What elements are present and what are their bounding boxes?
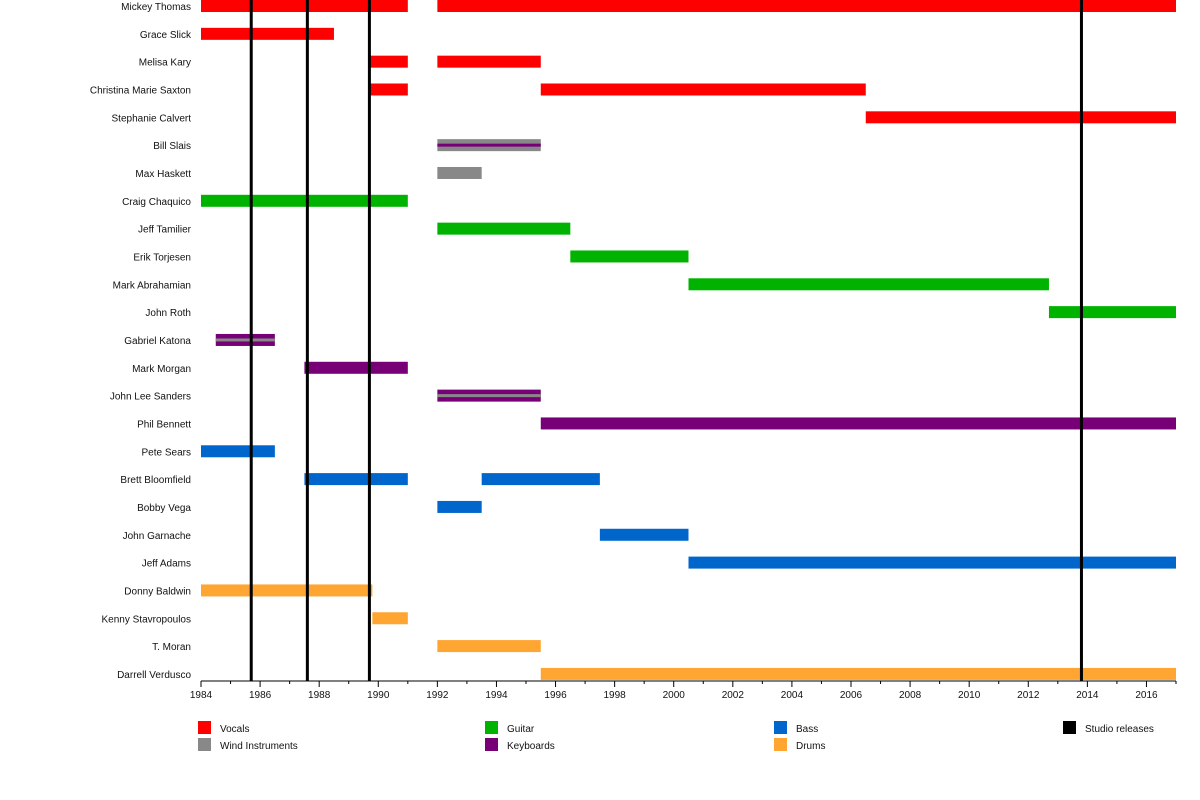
legend: Vocals Wind Instruments Guitar Keyboards Bas…	[198, 721, 1154, 752]
member-bar-keyboards	[304, 361, 408, 374]
member-bar-guitar	[688, 278, 1049, 291]
member-bar-stripe-keyboards	[437, 143, 541, 147]
legend-label-wind: Wind Instruments	[220, 741, 298, 752]
member-bar-bass	[437, 500, 482, 513]
legend-label-vocals: Vocals	[220, 724, 249, 735]
legend-swatch-drums	[774, 738, 787, 751]
member-label: Bobby Vega	[137, 503, 191, 514]
member-bar-drums	[540, 667, 1176, 680]
member-label: Brett Bloomfield	[120, 475, 191, 486]
legend-label-studio: Studio releases	[1085, 724, 1154, 735]
member-bar-bass	[688, 556, 1176, 569]
member-bar-bass	[201, 445, 275, 458]
member-label: Stephanie Calvert	[112, 113, 192, 124]
member-label: Erik Torjesen	[133, 252, 191, 263]
legend-label-keyboards: Keyboards	[507, 741, 555, 752]
x-tick-label: 1986	[249, 690, 272, 701]
legend-swatch-studio	[1063, 721, 1076, 734]
member-label: Mark Abrahamian	[113, 280, 191, 291]
member-bar-stripe-wind	[215, 338, 275, 342]
legend-label-drums: Drums	[796, 741, 825, 752]
member-bar-vocals	[865, 111, 1176, 124]
x-tick-label: 2014	[1076, 690, 1099, 701]
x-tick-label: 1988	[308, 690, 331, 701]
member-bar-guitar	[570, 250, 689, 263]
x-tick-label: 1984	[190, 690, 213, 701]
member-bar-vocals	[369, 55, 408, 68]
member-bar-guitar	[437, 222, 571, 235]
member-labels-layer: Mickey Thomas Grace Slick Melisa Kary Chris…	[90, 2, 192, 681]
legend-swatch-wind	[198, 738, 211, 751]
member-bar-guitar	[1048, 306, 1176, 319]
member-bar-drums	[201, 584, 373, 597]
member-label: Gabriel Katona	[124, 336, 191, 347]
member-label: John Roth	[145, 308, 191, 319]
member-bar-stripe-wind	[437, 394, 541, 398]
member-label: Jeff Adams	[142, 559, 191, 570]
member-label: Bill Slais	[153, 141, 191, 152]
member-bar-wind	[437, 166, 482, 179]
x-tick-label: 2012	[1017, 690, 1040, 701]
member-label: Jeff Tamilier	[138, 225, 192, 236]
member-bar-vocals	[437, 55, 541, 68]
member-label: Craig Chaquico	[122, 197, 191, 208]
x-tick-label: 1992	[426, 690, 449, 701]
member-bar-drums	[372, 612, 408, 625]
legend-swatch-keyboards	[485, 738, 498, 751]
x-tick-label: 1994	[485, 690, 508, 701]
member-label: Mickey Thomas	[121, 2, 191, 13]
member-bar-vocals	[437, 0, 1176, 12]
x-tick-label: 2000	[663, 690, 686, 701]
member-bar-guitar	[201, 194, 408, 207]
member-label: John Lee Sanders	[110, 392, 191, 403]
x-tick-label: 2004	[781, 690, 804, 701]
member-bar-vocals	[201, 27, 334, 40]
x-axis: 1984 1986 1988 1990 1992 1994 1996 1998 2000 2002…	[190, 680, 1177, 701]
x-tick-label: 2002	[722, 690, 745, 701]
member-bar-keyboards	[540, 417, 1176, 430]
x-tick-label: 2016	[1135, 690, 1158, 701]
member-label: Phil Bennett	[137, 419, 191, 430]
member-label: Grace Slick	[140, 30, 192, 41]
x-tick-label: 1996	[544, 690, 567, 701]
x-tick-label: 2010	[958, 690, 981, 701]
member-bar-vocals	[540, 83, 866, 96]
member-label: Darrell Verdusco	[117, 670, 191, 681]
legend-swatch-guitar	[485, 721, 498, 734]
member-bar-vocals	[369, 83, 408, 96]
member-bars-layer	[201, 0, 1176, 680]
member-bar-vocals	[201, 0, 408, 12]
x-tick-label: 1998	[604, 690, 627, 701]
member-label: Christina Marie Saxton	[90, 85, 191, 96]
member-label: T. Moran	[152, 642, 191, 653]
legend-label-guitar: Guitar	[507, 724, 535, 735]
member-label: Max Haskett	[135, 169, 191, 180]
studio-release-lines-layer	[249, 0, 1083, 681]
member-bar-bass	[481, 473, 600, 486]
x-tick-label: 2006	[840, 690, 863, 701]
member-label: John Garnache	[123, 531, 192, 542]
member-label: Melisa Kary	[139, 58, 191, 69]
x-tick-label: 1990	[367, 690, 390, 701]
legend-swatch-vocals	[198, 721, 211, 734]
member-bar-bass	[599, 528, 689, 541]
member-bar-bass	[304, 473, 408, 486]
member-label: Mark Morgan	[132, 364, 191, 375]
legend-label-bass: Bass	[796, 724, 818, 735]
member-label: Kenny Stavropoulos	[101, 614, 191, 625]
member-label: Donny Baldwin	[124, 586, 191, 597]
legend-swatch-bass	[774, 721, 787, 734]
member-bar-drums	[437, 640, 541, 653]
member-label: Pete Sears	[142, 447, 191, 458]
x-tick-label: 2008	[899, 690, 922, 701]
